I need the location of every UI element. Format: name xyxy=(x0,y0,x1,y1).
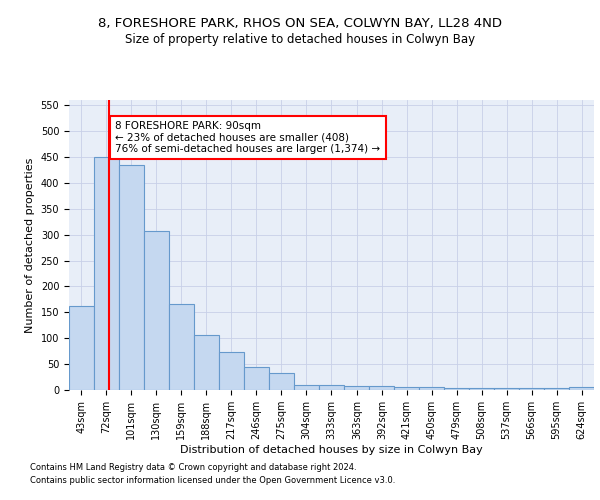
Bar xyxy=(319,385,344,390)
Text: Size of property relative to detached houses in Colwyn Bay: Size of property relative to detached ho… xyxy=(125,32,475,46)
Bar xyxy=(69,306,94,390)
Text: Contains public sector information licensed under the Open Government Licence v3: Contains public sector information licen… xyxy=(30,476,395,485)
Bar xyxy=(469,388,494,390)
Text: 8, FORESHORE PARK, RHOS ON SEA, COLWYN BAY, LL28 4ND: 8, FORESHORE PARK, RHOS ON SEA, COLWYN B… xyxy=(98,18,502,30)
Bar xyxy=(169,304,194,390)
Bar xyxy=(219,352,244,390)
Y-axis label: Number of detached properties: Number of detached properties xyxy=(25,158,35,332)
Text: 8 FORESHORE PARK: 90sqm
← 23% of detached houses are smaller (408)
76% of semi-d: 8 FORESHORE PARK: 90sqm ← 23% of detache… xyxy=(115,120,380,154)
Bar xyxy=(394,388,419,390)
X-axis label: Distribution of detached houses by size in Colwyn Bay: Distribution of detached houses by size … xyxy=(180,445,483,455)
Bar xyxy=(544,388,569,390)
Bar xyxy=(119,164,144,390)
Bar xyxy=(419,388,444,390)
Bar xyxy=(269,373,293,390)
Bar xyxy=(94,157,119,390)
Bar xyxy=(144,231,169,390)
Bar xyxy=(194,335,219,390)
Bar xyxy=(494,388,519,390)
Bar xyxy=(293,385,319,390)
Bar xyxy=(244,366,269,390)
Bar xyxy=(344,386,370,390)
Bar xyxy=(519,388,544,390)
Bar xyxy=(444,388,469,390)
Text: Contains HM Land Registry data © Crown copyright and database right 2024.: Contains HM Land Registry data © Crown c… xyxy=(30,464,356,472)
Bar xyxy=(370,386,394,390)
Bar xyxy=(569,388,594,390)
